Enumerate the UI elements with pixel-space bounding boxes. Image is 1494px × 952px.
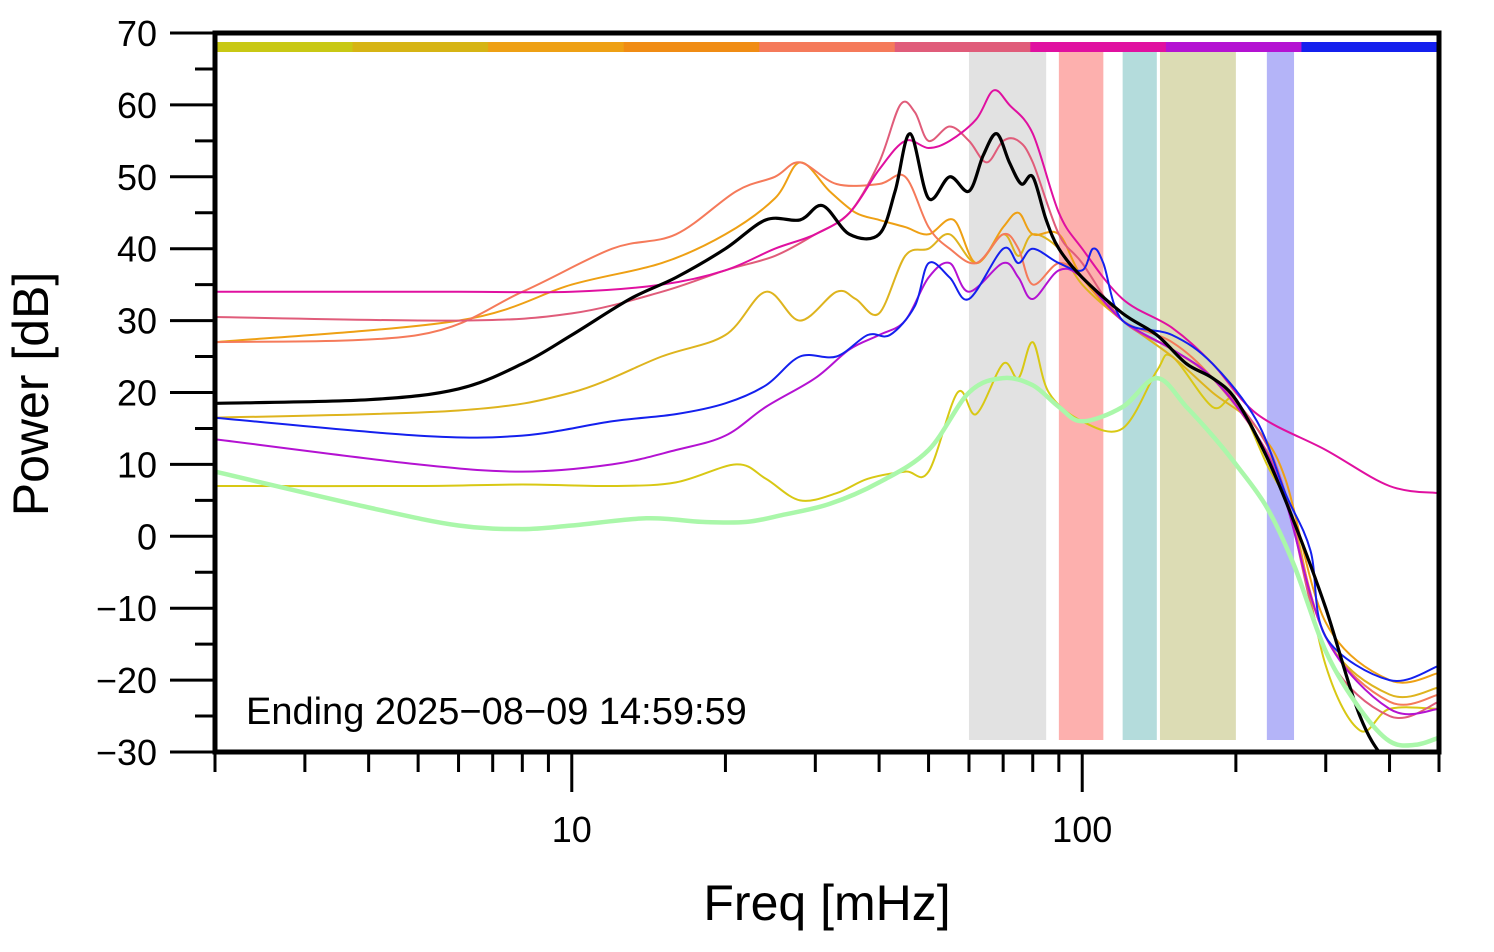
frequency-band-1 [968, 52, 1047, 740]
spectrum-line-5 [215, 100, 1439, 719]
y-axis: −30 −20 −10 0 10 20 30 40 50 60 70 [96, 13, 215, 773]
spectrum-line-3 [215, 161, 1439, 684]
y-tick-label: 40 [117, 229, 157, 270]
frequency-band-5 [1266, 52, 1295, 740]
spectrum-lines [215, 89, 1439, 752]
y-tick-label: 20 [117, 373, 157, 414]
color-bar-segment-7 [1030, 42, 1167, 52]
color-bar-segment-8 [1165, 42, 1302, 52]
x-axis-title: Freq [mHz] [703, 875, 950, 931]
x-tick-label: 10 [552, 809, 592, 850]
color-bar-segment-4 [623, 42, 760, 52]
color-bar-segment-5 [759, 42, 896, 52]
spectrum-line-1 [215, 341, 1439, 733]
y-tick-label: −30 [96, 732, 157, 773]
y-tick-label: 70 [117, 13, 157, 54]
color-bar-segment-9 [1301, 42, 1438, 52]
y-tick-label: 10 [117, 444, 157, 485]
x-tick-label: 100 [1052, 809, 1112, 850]
color-bar-segment-3 [488, 42, 625, 52]
y-tick-label: −20 [96, 660, 157, 701]
y-tick-label: −10 [96, 588, 157, 629]
time-color-bar [217, 42, 1438, 52]
y-tick-label: 60 [117, 85, 157, 126]
y-axis-title: Power [dB] [3, 272, 59, 517]
color-bar-segment-2 [352, 42, 489, 52]
y-tick-label: 0 [137, 516, 157, 557]
ending-timestamp-annotation: Ending 2025−08−09 14:59:59 [246, 691, 747, 733]
y-tick-label: 50 [117, 157, 157, 198]
frequency-band-2 [1058, 52, 1104, 740]
plot-frame [212, 30, 1442, 755]
frequency-band-4 [1159, 52, 1236, 740]
spectrum-line-9 [215, 132, 1381, 752]
frequency-bands [968, 52, 1295, 740]
color-bar-segment-6 [894, 42, 1031, 52]
color-bar-segment-1 [217, 42, 354, 52]
frequency-band-3 [1122, 52, 1157, 740]
spectrum-line-8 [215, 246, 1439, 682]
spectrum-line-10 [215, 375, 1439, 748]
x-axis: 10 100 [213, 752, 1441, 850]
spectrum-line-2 [215, 233, 1439, 699]
y-tick-label: 30 [117, 301, 157, 342]
